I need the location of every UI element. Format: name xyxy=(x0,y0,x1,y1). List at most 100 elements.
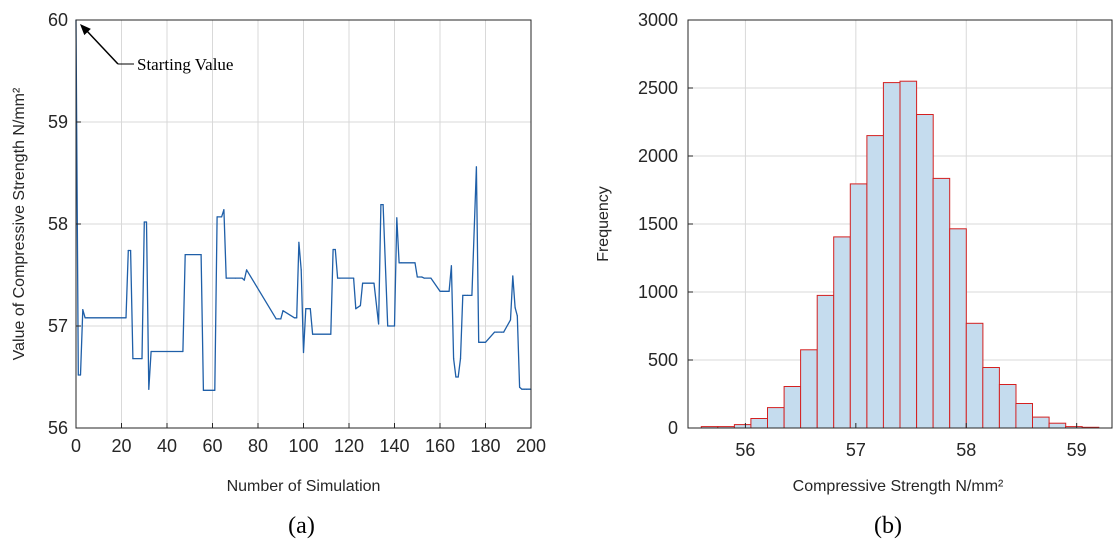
ticks-a: 0 20 40 60 80 100 120 140 160 180 200 56 57 58 59 60 xyxy=(48,10,546,456)
histogram-bar xyxy=(833,236,851,429)
histogram-bar xyxy=(800,349,818,429)
annotation-label: Starting Value xyxy=(137,55,233,74)
data-point xyxy=(86,317,88,319)
data-point xyxy=(525,388,528,390)
data-point xyxy=(280,318,282,320)
panel-label-b: (b) xyxy=(874,513,902,539)
histogram-bar xyxy=(750,418,769,429)
data-point xyxy=(414,262,416,264)
data-point xyxy=(421,276,423,278)
data-point xyxy=(475,166,477,168)
data-point xyxy=(457,376,459,378)
data-point xyxy=(305,308,307,310)
data-point xyxy=(459,358,462,360)
tick-label-x: 59 xyxy=(1067,440,1087,460)
data-point xyxy=(296,317,298,319)
series-line xyxy=(75,19,532,391)
data-point xyxy=(416,276,418,278)
data-point xyxy=(387,325,389,327)
data-point xyxy=(141,358,143,360)
data-point xyxy=(82,309,84,311)
data-point xyxy=(234,277,236,279)
data-point xyxy=(521,388,523,390)
data-point xyxy=(182,350,184,353)
data-point xyxy=(309,308,311,310)
tick-label-y: 1500 xyxy=(638,214,678,234)
data-point xyxy=(132,358,134,360)
data-point xyxy=(400,262,402,264)
data-point xyxy=(359,305,361,307)
data-point xyxy=(396,217,398,219)
data-point xyxy=(478,341,480,343)
data-point xyxy=(225,277,227,279)
data-point xyxy=(355,308,357,310)
tick-label-x: 80 xyxy=(248,436,268,456)
panel-label-a: (a) xyxy=(288,513,315,539)
tick-label-x: 160 xyxy=(425,436,455,456)
data-point xyxy=(216,216,218,218)
data-point xyxy=(462,294,464,296)
tick-label-x: 180 xyxy=(470,436,500,456)
tick-label-x: 57 xyxy=(846,440,866,460)
histogram-bar xyxy=(1015,403,1034,429)
data-point xyxy=(514,307,516,309)
data-point xyxy=(373,282,375,284)
histogram-bar xyxy=(899,80,918,429)
series-polyline xyxy=(75,19,531,391)
data-point xyxy=(79,374,82,376)
data-point xyxy=(455,376,457,378)
tick-label-y: 59 xyxy=(48,112,68,132)
tick-label-x: 120 xyxy=(334,436,364,456)
data-point xyxy=(241,277,243,279)
histogram-bar xyxy=(1048,422,1067,429)
data-point xyxy=(519,386,521,388)
data-point xyxy=(332,248,334,251)
x-axis-label-b: Compressive Strength N/mm² xyxy=(793,478,1004,495)
tick-label-y: 58 xyxy=(48,214,68,234)
data-point xyxy=(523,388,525,390)
data-point xyxy=(143,221,145,223)
tick-label-x: 100 xyxy=(288,436,318,456)
tick-label-y: 3000 xyxy=(638,10,678,30)
data-point xyxy=(84,317,86,319)
data-point xyxy=(441,290,443,292)
tick-label-y: 2500 xyxy=(638,78,678,98)
tick-label-y: 57 xyxy=(48,316,68,336)
data-point xyxy=(453,358,455,360)
tick-label-x: 58 xyxy=(956,440,976,460)
histogram-bar xyxy=(783,386,802,429)
data-point xyxy=(484,341,487,343)
data-point xyxy=(200,254,202,256)
panel-a: 0 20 40 60 80 100 120 140 160 180 200 56 57 58 59 60 St… xyxy=(11,10,546,539)
tick-label-x: 0 xyxy=(71,436,81,456)
data-point xyxy=(77,374,79,376)
data-point xyxy=(277,318,280,320)
histogram-bar xyxy=(998,384,1017,429)
data-point xyxy=(145,221,148,223)
data-point xyxy=(300,269,302,271)
y-axis-label-b: Frequency xyxy=(595,186,612,262)
data-point xyxy=(214,389,216,391)
tick-label-x: 20 xyxy=(111,436,131,456)
tick-label-y: 60 xyxy=(48,10,68,30)
tick-label-x: 140 xyxy=(379,436,409,456)
tick-label-x: 56 xyxy=(735,440,755,460)
data-point xyxy=(130,249,132,252)
y-axis-label-a: Value of Compressive Strength N/mm² xyxy=(11,87,28,360)
data-point xyxy=(378,323,380,325)
annotation-arrowhead xyxy=(80,24,91,36)
data-point xyxy=(125,317,127,319)
data-point xyxy=(382,204,384,206)
annotation: Starting Value xyxy=(80,24,233,74)
histogram-bar xyxy=(882,82,901,429)
tick-label-x: 40 xyxy=(157,436,177,456)
data-point xyxy=(246,269,248,271)
data-point xyxy=(243,279,245,281)
data-point xyxy=(362,282,364,284)
data-point xyxy=(298,241,300,243)
x-axis-label-a: Number of Simulation xyxy=(227,478,381,495)
data-point xyxy=(302,351,305,354)
data-point xyxy=(480,341,482,343)
data-point xyxy=(509,319,512,321)
